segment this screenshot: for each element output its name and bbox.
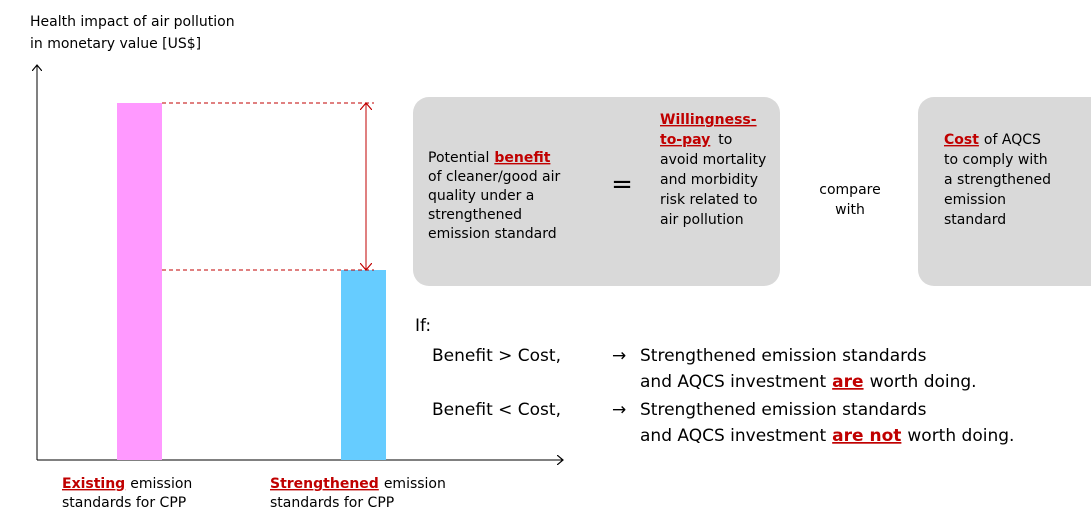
arrow: → <box>612 346 626 366</box>
result: Strengthened emission standards <box>640 400 927 420</box>
arrow: → <box>612 400 626 420</box>
highlight: are not <box>832 426 901 446</box>
text: worth doing. <box>907 426 1014 446</box>
box-text: of cleaner/good air <box>428 169 561 185</box>
highlight: to-pay <box>660 132 710 148</box>
box-text: to comply with <box>944 152 1048 168</box>
benefit-box <box>413 97 780 286</box>
bar-existing <box>117 103 162 460</box>
text: of AQCS <box>984 132 1041 148</box>
highlight: are <box>832 372 863 392</box>
x-label: standards for CPP <box>270 495 394 511</box>
box-text: to-pay to <box>660 132 732 148</box>
result: Strengthened emission standards <box>640 346 927 366</box>
y-axis-label: in monetary value [US$] <box>30 36 201 52</box>
box-text: quality under a <box>428 188 534 204</box>
box-text: strengthened <box>428 207 522 223</box>
highlight: Strengthened <box>270 476 379 492</box>
text: and AQCS investment <box>640 372 826 392</box>
bar-strengthened <box>341 270 386 460</box>
highlight: Willingness- <box>660 112 757 128</box>
box-text: risk related to <box>660 192 758 208</box>
box-text: and morbidity <box>660 172 758 188</box>
text: and AQCS investment <box>640 426 826 446</box>
text: to <box>718 132 732 148</box>
if-label: If: <box>415 316 431 336</box>
text: emission <box>384 476 446 492</box>
highlight: Cost <box>944 132 979 148</box>
result: and AQCS investment are not worth doing. <box>640 426 1014 446</box>
box-text: a strengthened <box>944 172 1051 188</box>
x-label: Existing emission <box>62 476 192 492</box>
box-text: standard <box>944 212 1006 228</box>
y-axis-label: Health impact of air pollution <box>30 14 235 30</box>
text: Potential <box>428 150 489 166</box>
cost-box <box>918 97 1091 286</box>
box-text: emission <box>944 192 1006 208</box>
text: emission <box>130 476 192 492</box>
box-text: avoid mortality <box>660 152 766 168</box>
highlight: Existing <box>62 476 125 492</box>
text: worth doing. <box>870 372 977 392</box>
equals: = <box>611 170 633 200</box>
highlight: benefit <box>494 150 550 166</box>
condition: Benefit < Cost, <box>432 400 561 420</box>
compare-text: compare <box>819 182 880 198</box>
box-text: air pollution <box>660 212 744 228</box>
box-text: Potential benefit <box>428 150 551 166</box>
condition: Benefit > Cost, <box>432 346 561 366</box>
box-text: Cost of AQCS <box>944 132 1041 148</box>
x-label: standards for CPP <box>62 495 186 511</box>
x-label: Strengthened emission <box>270 476 446 492</box>
box-text: emission standard <box>428 226 557 242</box>
result: and AQCS investment are worth doing. <box>640 372 977 392</box>
compare-text: with <box>835 202 865 218</box>
